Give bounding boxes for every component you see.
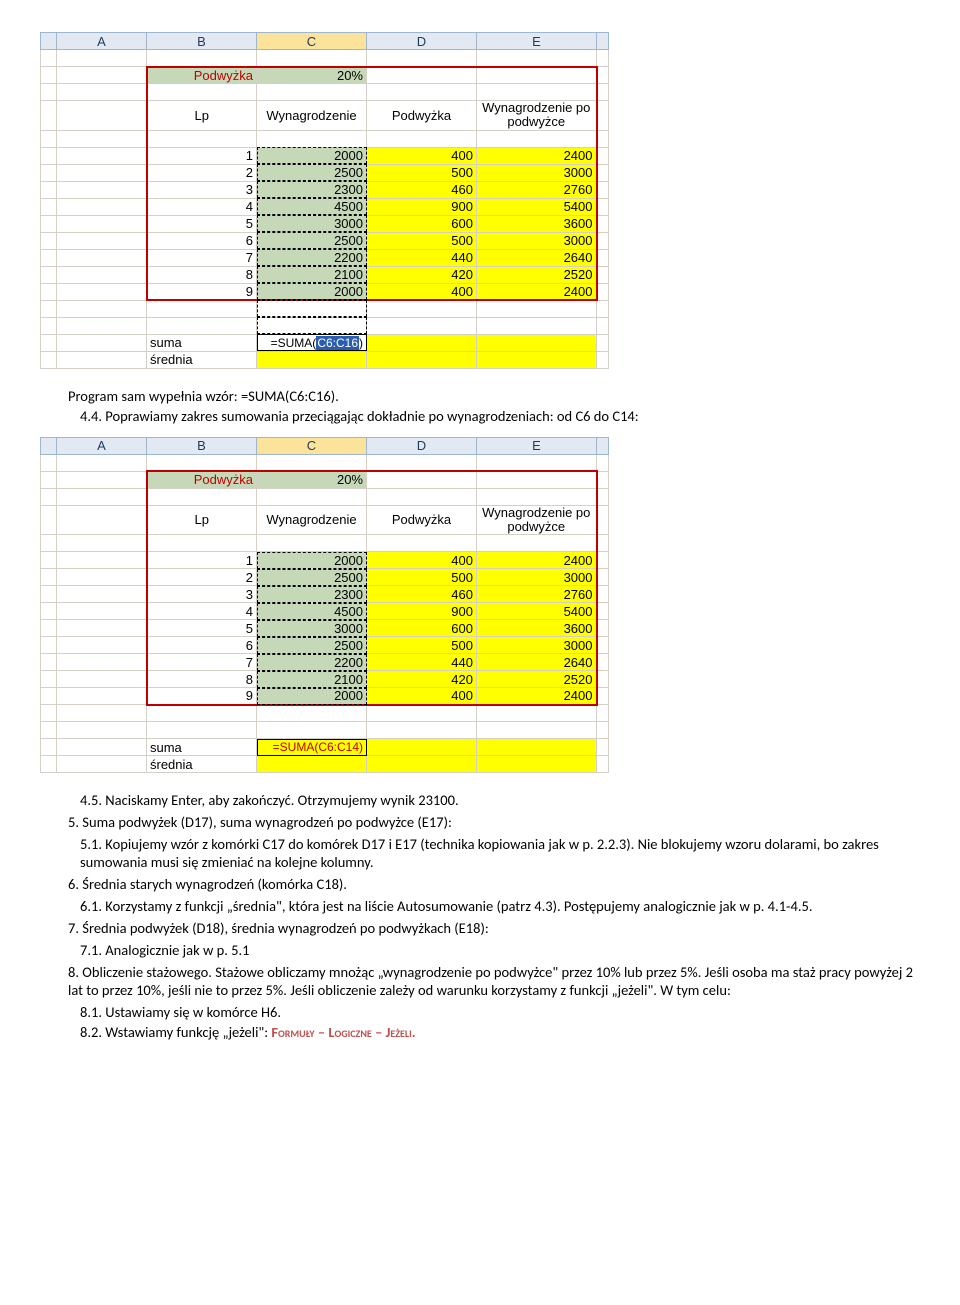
item-8: 8. Obliczenie stażowego. Stażowe oblicza… — [68, 963, 920, 999]
suma-label[interactable]: suma — [147, 334, 257, 351]
item-7-1: 7.1. Analogicznie jak w p. 5.1 — [80, 941, 920, 959]
col-B[interactable]: B — [147, 437, 257, 454]
suma-label[interactable]: suma — [147, 739, 257, 756]
podwyzka-label[interactable]: Podwyżka — [147, 471, 257, 488]
item-6: 6. Średnia starych wynagrodzeń (komórka … — [68, 875, 920, 893]
col-E[interactable]: E — [477, 437, 597, 454]
hdr-pod[interactable]: Podwyżka — [367, 101, 477, 131]
col-A[interactable]: A — [57, 437, 147, 454]
data-row: 821004202520 — [41, 671, 609, 688]
srednia-row: średnia — [41, 351, 609, 368]
col-B[interactable]: B — [147, 33, 257, 50]
hdr-pod[interactable]: Podwyżka — [367, 505, 477, 535]
hdr-wpp[interactable]: Wynagrodzenie po podwyżce — [477, 101, 597, 131]
srednia-label[interactable]: średnia — [147, 756, 257, 773]
srednia-row: średnia — [41, 756, 609, 773]
data-row: 225005003000 — [41, 569, 609, 586]
srednia-label[interactable]: średnia — [147, 351, 257, 368]
excel-screenshot-1: A B C D E Podwyżka 20% Lp Wynagrodzenie … — [40, 32, 920, 369]
data-row: 920004002400 — [41, 283, 609, 300]
item-4-4: 4.4. Poprawiamy zakres sumowania przecią… — [80, 407, 920, 425]
col-D[interactable]: D — [367, 33, 477, 50]
hdr-wyn[interactable]: Wynagrodzenie — [257, 101, 367, 131]
suma-row: suma=SUMA(C6:C14) — [41, 739, 609, 756]
item-8-2: 8.2. Wstawiamy funkcję „jeżeli": Formuły… — [80, 1023, 920, 1041]
item-8-1: 8.1. Ustawiamy się w komórce H6. — [80, 1003, 920, 1021]
col-A[interactable]: A — [57, 33, 147, 50]
col-D[interactable]: D — [367, 437, 477, 454]
data-row: 920004002400 — [41, 688, 609, 705]
hdr-wpp[interactable]: Wynagrodzenie po podwyżce — [477, 505, 597, 535]
col-E[interactable]: E — [477, 33, 597, 50]
column-headers: A B C D E — [41, 33, 609, 50]
table-headers: Lp Wynagrodzenie Podwyżka Wynagrodzenie … — [41, 101, 609, 131]
row-podwyzka: Podwyżka 20% — [41, 471, 609, 488]
data-row: 120004002400 — [41, 147, 609, 164]
data-row: 722004402640 — [41, 654, 609, 671]
item-5-1: 5.1. Kopiujemy wzór z komórki C17 do kom… — [80, 835, 920, 871]
spreadsheet-1: A B C D E Podwyżka 20% Lp Wynagrodzenie … — [40, 32, 609, 369]
item-7: 7. Średnia podwyżek (D18), średnia wynag… — [68, 919, 920, 937]
podwyzka-value[interactable]: 20% — [257, 67, 367, 84]
data-row: 821004202520 — [41, 266, 609, 283]
data-row: 722004402640 — [41, 249, 609, 266]
excel-screenshot-2: A B C D E Podwyżka 20% Lp Wynagrodzenie … — [40, 437, 920, 774]
formula-cell[interactable]: =SUMA(C6:C16) — [257, 334, 367, 351]
data-row: 530006003600 — [41, 215, 609, 232]
data-row: 530006003600 — [41, 620, 609, 637]
col-C[interactable]: C — [257, 33, 367, 50]
data-row: 445009005400 — [41, 603, 609, 620]
formula-path: Formuły – Logiczne – Jeżeli. — [271, 1023, 415, 1041]
suma-row: suma=SUMA(C6:C16) — [41, 334, 609, 351]
podwyzka-label[interactable]: Podwyżka — [147, 67, 257, 84]
data-row: 625005003000 — [41, 232, 609, 249]
data-row: 323004602760 — [41, 586, 609, 603]
row-podwyzka: Podwyżka 20% — [41, 67, 609, 84]
table-headers: Lp Wynagrodzenie Podwyżka Wynagrodzenie … — [41, 505, 609, 535]
data-row: 445009005400 — [41, 198, 609, 215]
formula-cell-2[interactable]: =SUMA(C6:C14) — [257, 739, 367, 756]
column-headers: A B C D E — [41, 437, 609, 454]
text-program-fills: Program sam wypełnia wzór: =SUMA(C6:C16)… — [68, 387, 920, 405]
item-4-5: 4.5. Naciskamy Enter, aby zakończyć. Otr… — [80, 791, 920, 809]
data-row: 120004002400 — [41, 552, 609, 569]
hdr-lp[interactable]: Lp — [147, 505, 257, 535]
data-row: 323004602760 — [41, 181, 609, 198]
col-C[interactable]: C — [257, 437, 367, 454]
hdr-wyn[interactable]: Wynagrodzenie — [257, 505, 367, 535]
data-row: 625005003000 — [41, 637, 609, 654]
item-6-1: 6.1. Korzystamy z funkcji „średnia", któ… — [80, 897, 920, 915]
podwyzka-value[interactable]: 20% — [257, 471, 367, 488]
item-5: 5. Suma podwyżek (D17), suma wynagrodzeń… — [68, 813, 920, 831]
spreadsheet-2: A B C D E Podwyżka 20% Lp Wynagrodzenie … — [40, 437, 609, 774]
hdr-lp[interactable]: Lp — [147, 101, 257, 131]
data-row: 225005003000 — [41, 164, 609, 181]
